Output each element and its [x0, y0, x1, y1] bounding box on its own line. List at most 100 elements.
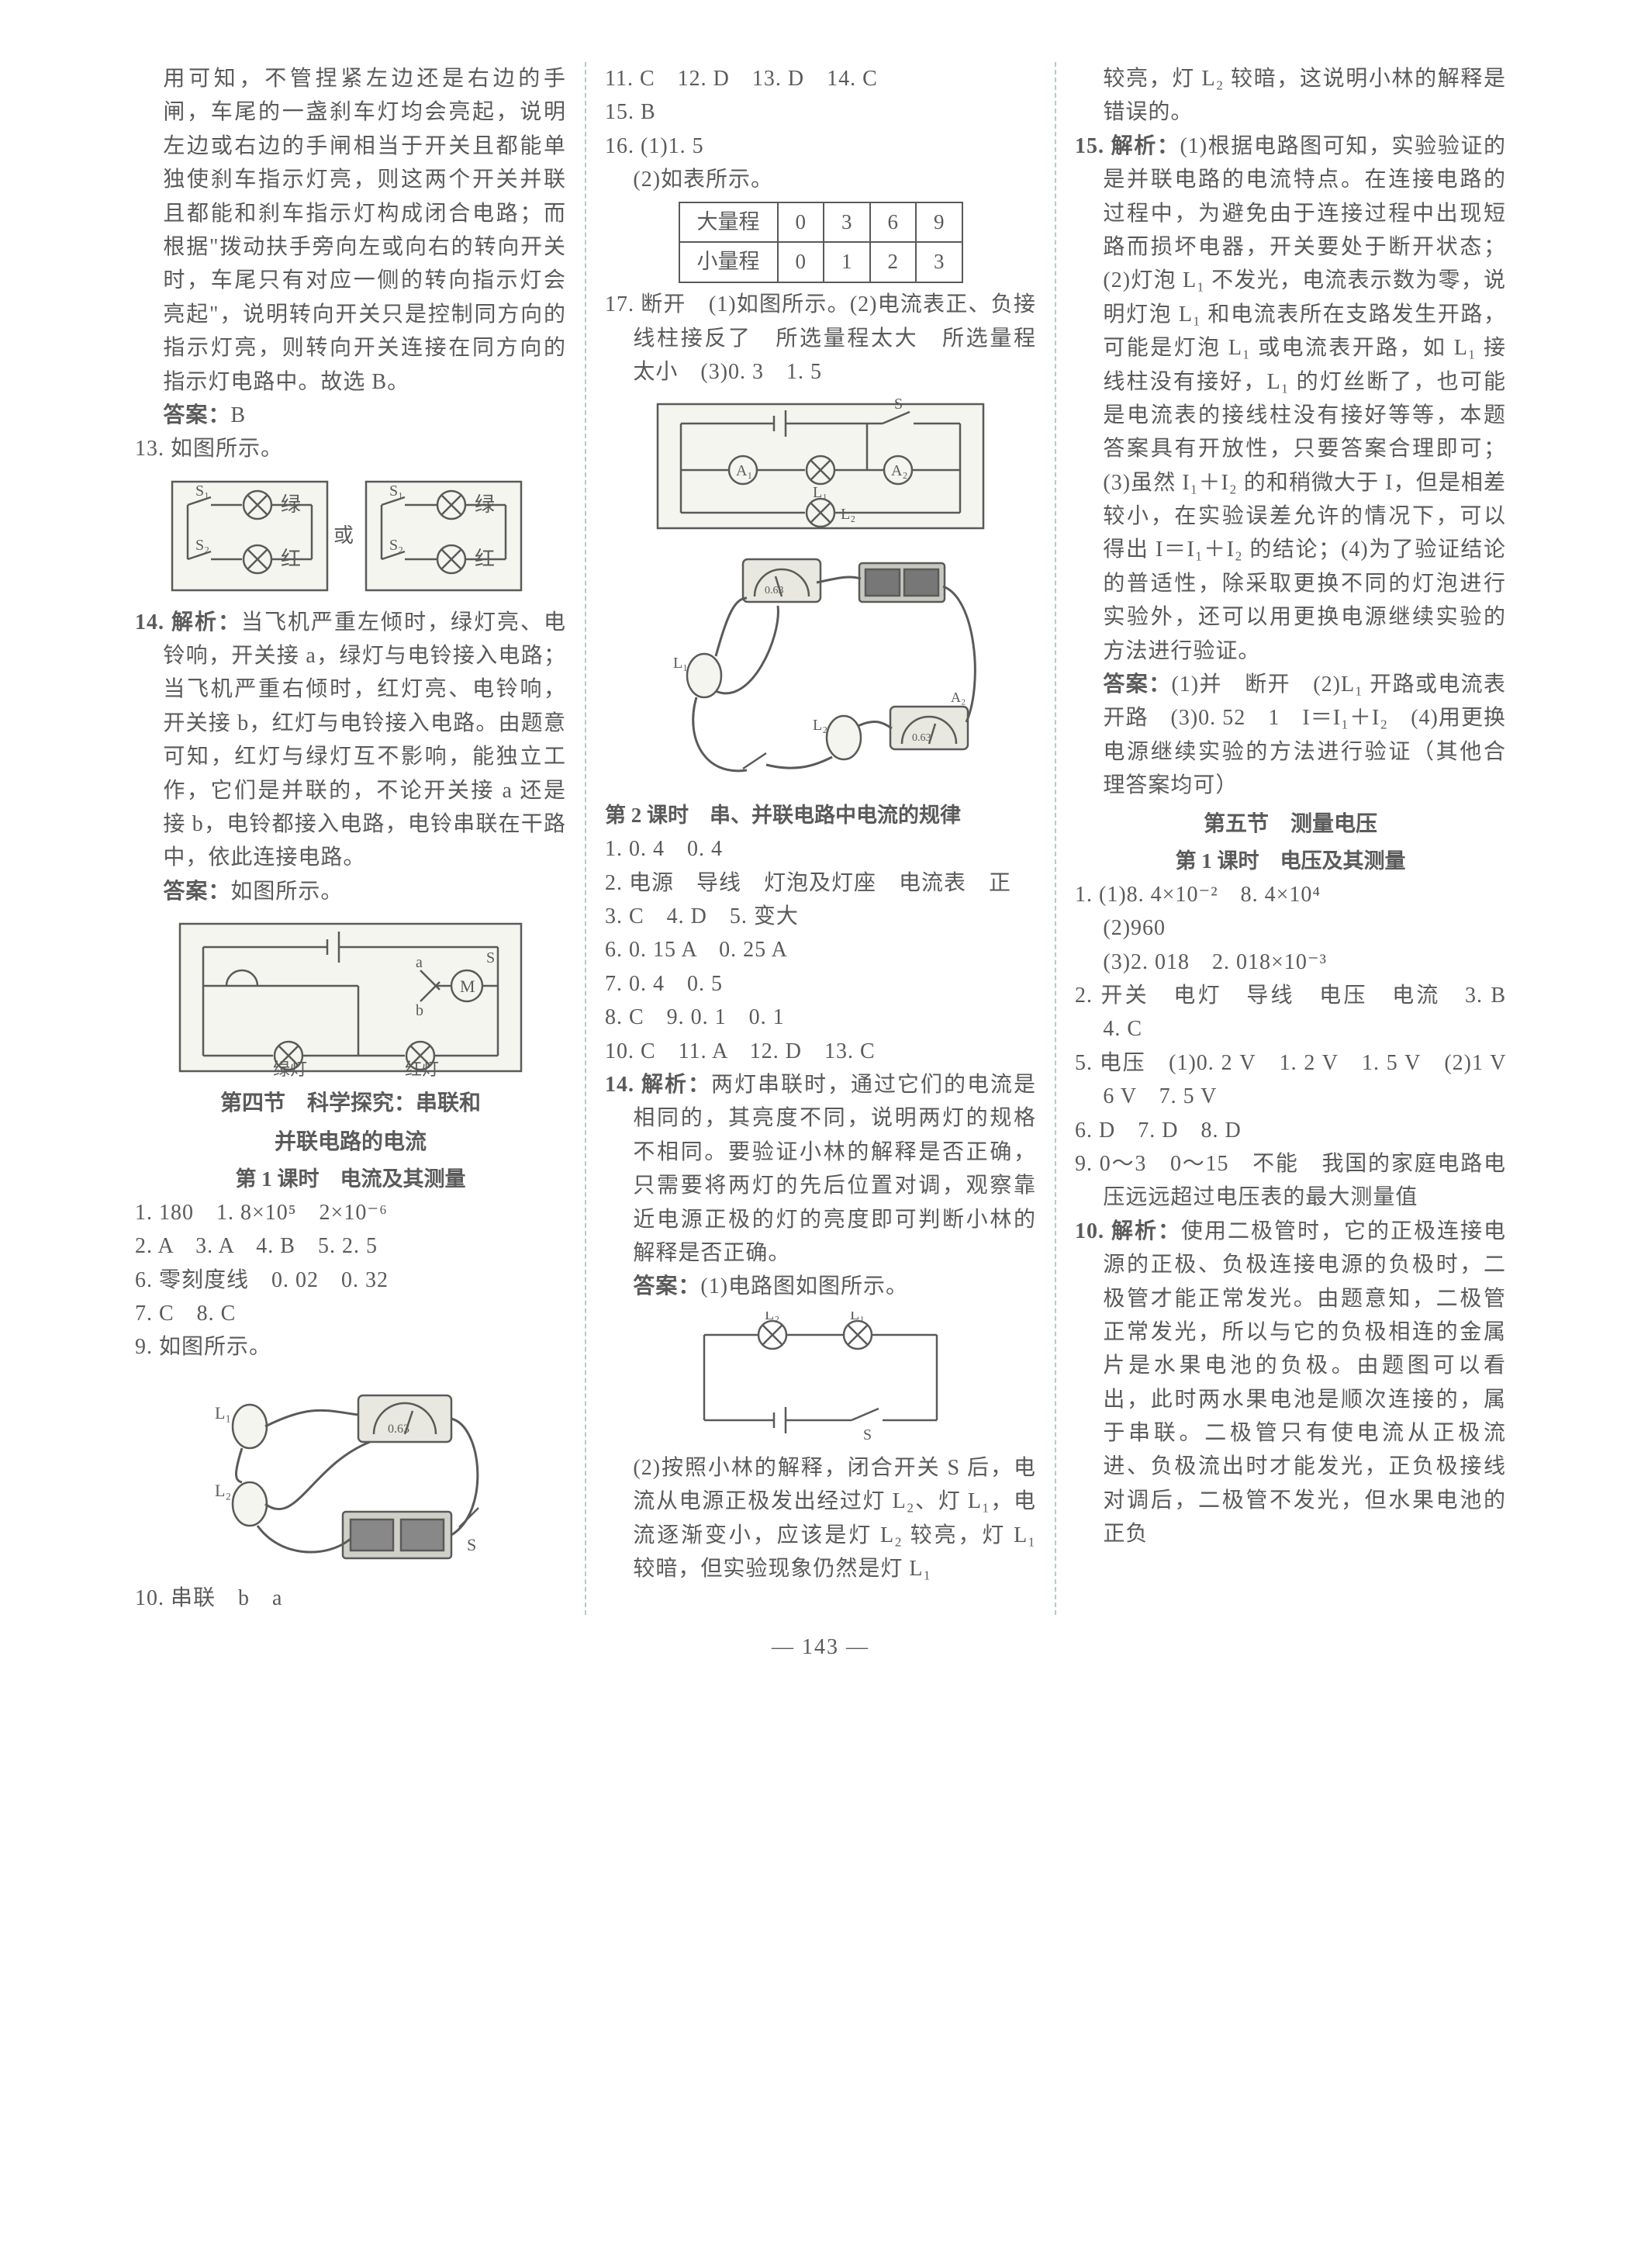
s2-q1: 1. 0. 4 0. 4	[605, 832, 1036, 866]
svg-text:L₁: L₁	[673, 655, 688, 672]
cell: 0	[778, 202, 824, 243]
lesson-1-title: 第 1 课时 电压及其测量	[1075, 845, 1506, 878]
text-block: 用可知，不管捏紧左边还是右边的手闸，车尾的一盏刹车灯均会亮起，说明左边或右边的手…	[135, 62, 566, 399]
svg-text:L₂: L₂	[765, 1312, 779, 1323]
figure-circuit-13: S₁ 绿 S₂ 红 或 S₁ 绿 S₂ 红	[164, 474, 537, 598]
s5-q1-3: (3)2. 018 2. 018×10⁻³	[1075, 946, 1506, 979]
q14: 14. 解析：当飞机严重左倾时，绿灯亮、电铃响，开关接 a，绿灯与电铃接入电路；…	[135, 606, 566, 875]
svg-text:S: S	[894, 396, 903, 413]
svg-text:S: S	[486, 949, 495, 966]
lesson-1-title: 第 1 课时 电流及其测量	[135, 1163, 566, 1196]
line: 15. B	[605, 95, 1036, 129]
analysis-body: (1)根据电路图可知，实验验证的是并联电路的电流特点。在连接电路的过程中，为避免…	[1103, 134, 1506, 663]
s2-q8: 8. C 9. 0. 1 0. 1	[605, 1001, 1036, 1034]
svg-text:或: 或	[333, 524, 354, 547]
svg-text:L₂: L₂	[215, 1481, 231, 1500]
figure-circuit-17b: 0.63 L₁ L₂ 0.63 A₂	[642, 544, 999, 792]
s4-q7: 7. C 8. C	[135, 1297, 566, 1330]
section-4-title-line2: 并联电路的电流	[135, 1125, 566, 1159]
analysis-body: 当飞机严重左倾时，绿灯亮、电铃响，开关接 a，绿灯与电铃接入电路；当飞机严重右倾…	[163, 610, 566, 870]
answer-line: 答案：如图所示。	[135, 875, 566, 908]
table-row: 小量程 0 1 2 3	[679, 242, 962, 282]
analysis-label: 10. 解析：	[1075, 1219, 1181, 1243]
svg-text:A₁: A₁	[736, 462, 752, 479]
answer-label: 答案：	[163, 880, 230, 904]
answer-value: 如图所示。	[230, 880, 343, 904]
answer-label: 答案：	[633, 1274, 700, 1298]
answer-line: 答案：(1)电路图如图所示。	[605, 1270, 1036, 1303]
analysis-label: 14. 解析：	[135, 610, 241, 634]
s2-q6: 6. 0. 15 A 0. 25 A	[605, 933, 1036, 966]
answer-value: B	[230, 403, 246, 427]
svg-text:S: S	[467, 1535, 476, 1554]
cell: 小量程	[679, 242, 778, 282]
s5-q2: 2. 开关 电灯 导线 电压 电流 3. B 4. C	[1075, 979, 1506, 1046]
cell: 3	[824, 202, 870, 243]
answer-line: 答案：B	[135, 399, 566, 432]
cell: 1	[824, 242, 870, 282]
svg-text:L₂: L₂	[841, 506, 855, 523]
answer-15: 答案：(1)并 断开 (2)L₁ 开路或电流表开路 (3)0. 52 1 I＝I…	[1075, 668, 1506, 803]
svg-text:S₂: S₂	[195, 537, 209, 554]
s5-q5: 5. 电压 (1)0. 2 V 1. 2 V 1. 5 V (2)1 V 6 V…	[1075, 1046, 1506, 1114]
s4-q10: 10. 串联 b a	[135, 1582, 566, 1615]
s5-q1-2: (2)960	[1075, 911, 1506, 945]
cell: 大量程	[679, 202, 778, 243]
answer-label: 答案：	[163, 403, 230, 427]
svg-text:0.63: 0.63	[912, 732, 931, 744]
svg-text:L₂: L₂	[813, 717, 827, 734]
answer-label: 答案：	[1103, 672, 1171, 697]
svg-text:A₂: A₂	[891, 462, 907, 479]
svg-text:S₁: S₁	[389, 482, 403, 500]
svg-text:L₁: L₁	[215, 1403, 231, 1423]
s4-q2: 2. A 3. A 4. B 5. 2. 5	[135, 1229, 566, 1263]
column-1: 用可知，不管捏紧左边还是右边的手闸，车尾的一盏刹车灯均会亮起，说明左边或右边的手…	[116, 62, 585, 1615]
q14: 14. 解析：两灯串联时，通过它们的电流是相同的，其亮度不同，说明两灯的规格不相…	[605, 1068, 1036, 1270]
svg-text:S₁: S₁	[195, 482, 209, 500]
cell: 6	[870, 202, 917, 243]
cell: 2	[870, 242, 917, 282]
answer-value: (1)电路图如图所示。	[700, 1274, 908, 1298]
page-columns: 用可知，不管捏紧左边还是右边的手闸，车尾的一盏刹车灯均会亮起，说明左边或右边的手…	[116, 62, 1525, 1615]
svg-text:L₁: L₁	[850, 1312, 865, 1323]
table-row: 大量程 0 3 6 9	[679, 202, 962, 243]
section-4-title-line1: 第四节 科学探究：串联和	[135, 1087, 566, 1120]
svg-text:M: M	[460, 977, 475, 996]
s2-q7: 7. 0. 4 0. 5	[605, 967, 1036, 1001]
range-table: 大量程 0 3 6 9 小量程 0 1 2 3	[679, 202, 963, 284]
figure-circuit-ans: L₂ L₁ S	[681, 1312, 960, 1443]
analysis-body: 使用二极管时，它的正极连接电源的正极、负极连接电源的负极时，二极管才能正常发光。…	[1103, 1219, 1506, 1547]
continuation: 较亮，灯 L₂ 较暗，这说明小林的解释是错误的。	[1075, 62, 1506, 130]
svg-text:b: b	[416, 1002, 423, 1019]
q16-1: 16. (1)1. 5	[605, 130, 1036, 163]
column-2: 11. C 12. D 13. D 14. C 15. B 16. (1)1. …	[585, 62, 1055, 1615]
page-number: — 143 —	[116, 1630, 1525, 1664]
s2-q2: 2. 电源 导线 灯泡及灯座 电流表 正	[605, 866, 1036, 900]
analysis-label: 15. 解析：	[1075, 134, 1180, 158]
q16-2: (2)如表所示。	[605, 163, 1036, 196]
q10: 10. 解析：使用二极管时，它的正极连接电源的正极、负极连接电源的负极时，二极管…	[1075, 1215, 1506, 1551]
svg-text:0.63: 0.63	[765, 585, 784, 596]
s5-q6: 6. D 7. D 8. D	[1075, 1114, 1506, 1147]
s4-q6: 6. 零刻度线 0. 02 0. 32	[135, 1264, 566, 1297]
s4-q9: 9. 如图所示。	[135, 1330, 566, 1364]
q13: 13. 如图所示。	[135, 432, 566, 465]
lesson-2-title: 第 2 课时 串、并联电路中电流的规律	[605, 800, 1036, 832]
s5-q9: 9. 0～3 0～15 不能 我国的家庭电路电压远远超过电压表的最大测量值	[1075, 1147, 1506, 1215]
section-5-title: 第五节 测量电压	[1075, 807, 1506, 841]
q17: 17. 断开 (1)如图所示。(2)电流表正、负接线柱接反了 所选量程太大 所选…	[605, 288, 1036, 389]
svg-text:A₂: A₂	[951, 690, 966, 705]
answer-14-2: (2)按照小林的解释，闭合开关 S 后，电流从电源正极发出经过灯 L₂、灯 L₁…	[605, 1451, 1036, 1586]
s2-q10: 10. C 11. A 12. D 13. C	[605, 1035, 1036, 1068]
svg-text:0.63: 0.63	[388, 1423, 409, 1436]
svg-text:红灯: 红灯	[405, 1060, 439, 1079]
s2-q3: 3. C 4. D 5. 变大	[605, 900, 1036, 933]
cell: 9	[916, 202, 962, 243]
svg-text:绿灯: 绿灯	[273, 1060, 307, 1079]
analysis-label: 14. 解析：	[605, 1073, 711, 1097]
figure-circuit-14: M a b S 绿灯 红灯	[172, 916, 529, 1079]
analysis-body: 两灯串联时，通过它们的电流是相同的，其亮度不同，说明两灯的规格不相同。要验证小林…	[633, 1073, 1036, 1265]
svg-text:S₂: S₂	[389, 537, 403, 554]
line: 11. C 12. D 13. D 14. C	[605, 62, 1036, 95]
cell: 3	[916, 242, 962, 282]
